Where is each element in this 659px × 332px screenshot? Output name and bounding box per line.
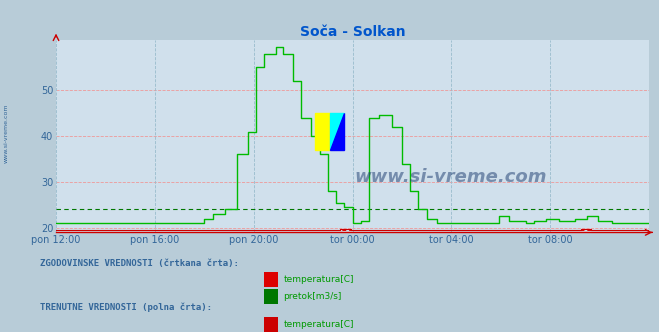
Title: Soča - Solkan: Soča - Solkan (300, 25, 405, 39)
Text: pretok[m3/s]: pretok[m3/s] (283, 291, 342, 301)
Text: www.si-vreme.com: www.si-vreme.com (355, 168, 547, 186)
Polygon shape (330, 113, 344, 150)
Text: ZGODOVINSKE VREDNOSTI (črtkana črta):: ZGODOVINSKE VREDNOSTI (črtkana črta): (40, 259, 239, 268)
Bar (316, 113, 330, 150)
Text: TRENUTNE VREDNOSTI (polna črta):: TRENUTNE VREDNOSTI (polna črta): (40, 303, 212, 312)
Polygon shape (330, 113, 344, 150)
Text: www.si-vreme.com: www.si-vreme.com (3, 103, 9, 163)
Text: temperatura[C]: temperatura[C] (283, 275, 354, 284)
Text: temperatura[C]: temperatura[C] (283, 320, 354, 329)
